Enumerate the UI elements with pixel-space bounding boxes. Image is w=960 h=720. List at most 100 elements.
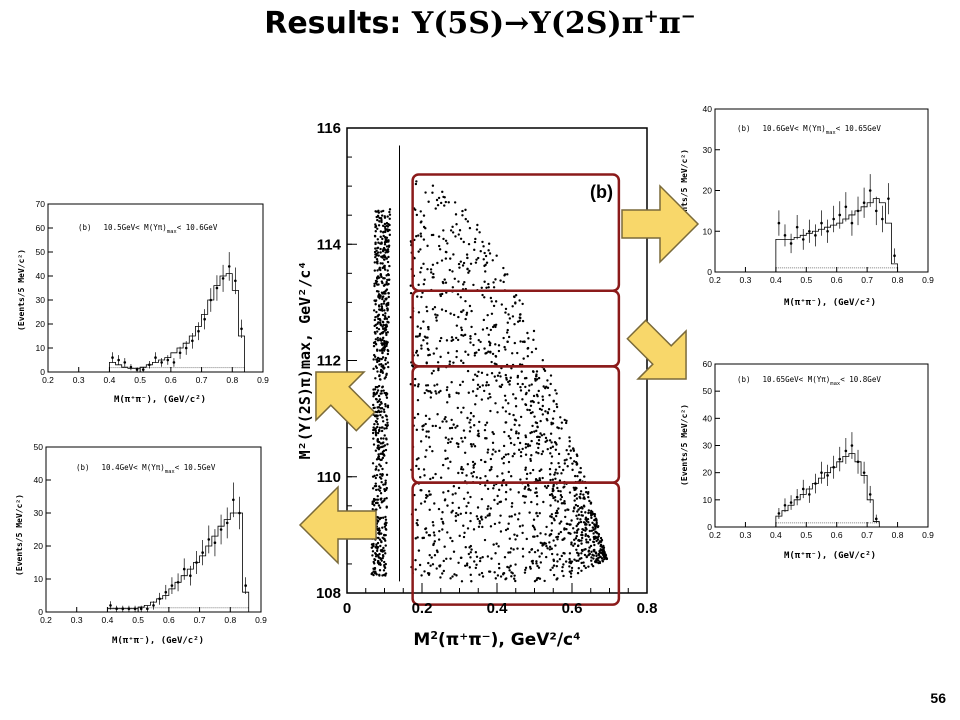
dalitz-point	[483, 484, 487, 487]
dalitz-point	[576, 510, 579, 513]
dalitz-point	[506, 321, 509, 324]
dalitz-point	[417, 457, 420, 460]
dalitz-point	[458, 229, 462, 232]
dalitz-point	[519, 454, 523, 458]
dalitz-point	[388, 228, 391, 232]
dalitz-point	[548, 467, 552, 471]
dalitz-point	[387, 273, 391, 277]
dalitz-point	[504, 373, 507, 377]
dalitz-point	[447, 467, 450, 470]
hist-ytick-label: 0	[40, 367, 45, 377]
dalitz-point	[475, 258, 478, 261]
dalitz-point	[536, 425, 539, 428]
dalitz-point	[480, 518, 484, 521]
dalitz-point	[566, 465, 569, 468]
dalitz-point	[383, 243, 387, 246]
dalitz-point	[487, 242, 491, 245]
dalitz-point	[521, 531, 524, 535]
dalitz-point	[383, 339, 386, 343]
dalitz-point	[383, 427, 386, 430]
dalitz-point	[598, 560, 601, 564]
dalitz-point	[467, 353, 470, 356]
dalitz-point	[373, 562, 376, 565]
dalitz-point	[457, 445, 460, 449]
dalitz-point	[560, 502, 564, 505]
dalitz-point	[543, 485, 547, 488]
dalitz-point	[423, 335, 427, 338]
hist-point	[801, 487, 805, 491]
dalitz-point	[527, 389, 531, 392]
dalitz-point	[577, 566, 580, 570]
hist-ytick-label: 20	[34, 541, 44, 551]
dalitz-point	[462, 406, 465, 409]
dalitz-point	[466, 463, 470, 466]
dalitz-point	[579, 520, 583, 524]
dalitz-point	[381, 356, 385, 359]
dalitz-point	[374, 338, 378, 341]
dalitz-point	[477, 525, 481, 529]
dalitz-point	[510, 367, 513, 370]
dalitz-point	[379, 442, 383, 445]
dalitz-point	[374, 530, 377, 533]
dalitz-point	[445, 420, 448, 423]
dalitz-point	[495, 363, 498, 366]
dalitz-point	[601, 560, 605, 563]
dalitz-point	[470, 309, 473, 313]
dalitz-point	[416, 536, 419, 539]
dalitz-point	[526, 445, 530, 448]
dalitz-point	[385, 245, 389, 248]
dalitz-point	[499, 514, 502, 517]
dalitz-point	[497, 545, 500, 548]
dalitz-point	[479, 249, 482, 253]
dalitz-point	[377, 394, 381, 398]
hist-point	[213, 541, 217, 544]
dalitz-point	[379, 473, 382, 476]
dalitz-point	[541, 395, 544, 398]
dalitz-point	[428, 553, 431, 557]
dalitz-point	[569, 456, 572, 460]
dalitz-point	[425, 305, 428, 309]
dalitz-point	[504, 421, 507, 424]
dalitz-point	[476, 374, 479, 378]
dalitz-point	[425, 449, 428, 452]
dalitz-point	[377, 254, 380, 257]
dalitz-point	[376, 330, 379, 333]
dalitz-point	[380, 214, 384, 217]
dalitz-point	[571, 462, 574, 465]
dalitz-point	[478, 385, 482, 389]
dalitz-band-box	[411, 481, 621, 606]
dalitz-point	[444, 250, 448, 254]
dalitz-point	[564, 509, 567, 512]
dalitz-point	[545, 439, 549, 442]
dalitz-point	[381, 574, 384, 577]
dalitz-point	[455, 442, 459, 445]
dalitz-point	[561, 569, 564, 573]
dalitz-point	[570, 543, 573, 546]
dalitz-point	[506, 340, 509, 343]
dalitz-point	[435, 567, 438, 570]
dalitz-point	[376, 269, 379, 272]
dalitz-point	[554, 511, 558, 515]
dalitz-point	[533, 415, 536, 418]
dalitz-point	[592, 535, 596, 539]
dalitz-point	[513, 513, 517, 516]
dalitz-point	[387, 365, 390, 369]
dalitz-point	[375, 261, 379, 264]
dalitz-point	[512, 548, 515, 551]
dalitz-point	[582, 493, 585, 496]
dalitz-point	[532, 526, 536, 529]
dalitz-point	[492, 286, 496, 289]
dalitz-point	[372, 570, 375, 573]
dalitz-point	[554, 468, 558, 471]
dalitz-point	[384, 527, 387, 531]
dalitz-point	[385, 331, 388, 335]
dalitz-point	[569, 572, 573, 575]
dalitz-point	[574, 503, 578, 507]
dalitz-point	[379, 446, 382, 449]
dalitz-point	[599, 540, 603, 543]
dalitz-point	[577, 552, 580, 555]
dalitz-point	[570, 519, 573, 522]
dalitz-point	[380, 540, 383, 544]
hist-ytick-label: 10	[703, 495, 713, 505]
dalitz-point	[548, 473, 552, 476]
